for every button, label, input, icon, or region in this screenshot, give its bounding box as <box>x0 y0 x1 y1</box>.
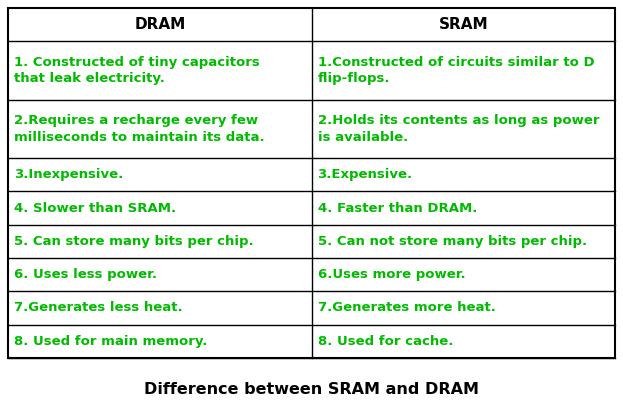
Text: DRAM: DRAM <box>134 17 186 32</box>
Text: 3.Inexpensive.: 3.Inexpensive. <box>14 168 123 181</box>
Text: 4. Slower than SRAM.: 4. Slower than SRAM. <box>14 201 176 214</box>
Text: 7.Generates more heat.: 7.Generates more heat. <box>318 301 495 314</box>
Bar <box>8 8 615 358</box>
Text: 6.Uses more power.: 6.Uses more power. <box>318 268 465 281</box>
Text: 4. Faster than DRAM.: 4. Faster than DRAM. <box>318 201 477 214</box>
Text: 1. Constructed of tiny capacitors
that leak electricity.: 1. Constructed of tiny capacitors that l… <box>14 56 260 85</box>
Text: 5. Can store many bits per chip.: 5. Can store many bits per chip. <box>14 235 254 248</box>
Text: 8. Used for main memory.: 8. Used for main memory. <box>14 335 207 348</box>
Text: 3.Expensive.: 3.Expensive. <box>318 168 412 181</box>
Text: 2.Holds its contents as long as power
is available.: 2.Holds its contents as long as power is… <box>318 114 599 143</box>
Text: 6. Uses less power.: 6. Uses less power. <box>14 268 157 281</box>
Text: 1.Constructed of circuits similar to D
flip-flops.: 1.Constructed of circuits similar to D f… <box>318 56 594 85</box>
Text: 7.Generates less heat.: 7.Generates less heat. <box>14 301 183 314</box>
Text: 8. Used for cache.: 8. Used for cache. <box>318 335 453 348</box>
Text: 5. Can not store many bits per chip.: 5. Can not store many bits per chip. <box>318 235 587 248</box>
Text: 2.Requires a recharge every few
milliseconds to maintain its data.: 2.Requires a recharge every few millisec… <box>14 114 265 143</box>
Text: SRAM: SRAM <box>439 17 488 32</box>
Text: Difference between SRAM and DRAM: Difference between SRAM and DRAM <box>144 382 479 397</box>
